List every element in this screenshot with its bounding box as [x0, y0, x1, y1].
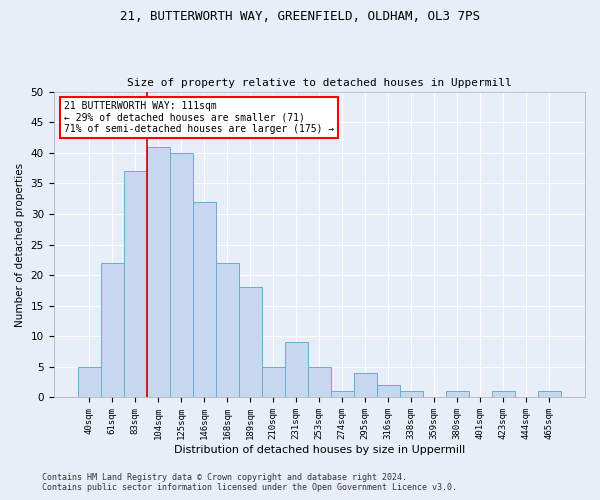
- Bar: [216, 263, 239, 398]
- Title: Size of property relative to detached houses in Uppermill: Size of property relative to detached ho…: [127, 78, 512, 88]
- Bar: [308, 367, 331, 398]
- Bar: [400, 392, 423, 398]
- Text: 21 BUTTERWORTH WAY: 111sqm
← 29% of detached houses are smaller (71)
71% of semi: 21 BUTTERWORTH WAY: 111sqm ← 29% of deta…: [64, 100, 334, 134]
- Bar: [101, 263, 124, 398]
- Bar: [262, 367, 285, 398]
- Bar: [124, 171, 147, 398]
- Bar: [170, 152, 193, 398]
- Bar: [354, 373, 377, 398]
- Bar: [193, 202, 216, 398]
- Bar: [147, 146, 170, 398]
- Bar: [285, 342, 308, 398]
- Bar: [377, 385, 400, 398]
- Text: Contains HM Land Registry data © Crown copyright and database right 2024.
Contai: Contains HM Land Registry data © Crown c…: [42, 473, 457, 492]
- Bar: [331, 392, 354, 398]
- Bar: [538, 392, 561, 398]
- Bar: [77, 367, 101, 398]
- X-axis label: Distribution of detached houses by size in Uppermill: Distribution of detached houses by size …: [173, 445, 465, 455]
- Text: 21, BUTTERWORTH WAY, GREENFIELD, OLDHAM, OL3 7PS: 21, BUTTERWORTH WAY, GREENFIELD, OLDHAM,…: [120, 10, 480, 23]
- Y-axis label: Number of detached properties: Number of detached properties: [15, 162, 25, 326]
- Bar: [239, 288, 262, 398]
- Bar: [492, 392, 515, 398]
- Bar: [446, 392, 469, 398]
